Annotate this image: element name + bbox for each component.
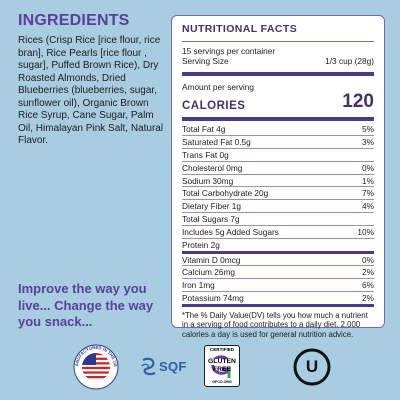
nutrient-label: Dietary Fiber 1g [182,201,242,212]
nutrient-row: Trans Fat 0g [182,149,374,162]
nutrient-dv: 6% [362,280,374,291]
kosher-badge: U [292,347,332,392]
nutrient-label: Includes 5g Added Sugars [182,227,279,238]
nutrient-label: Trans Fat 0g [182,149,229,160]
sqf-swirl-icon [141,357,156,376]
nutrient-dv: 7% [362,188,374,199]
nutrition-facts-panel: NUTRITIONAL FACTS 15 servings per contai… [171,15,385,339]
daily-value-footnote: *The % Daily Value(DV) tells you how muc… [182,310,368,339]
tagline: Improve the way you live... Change the w… [18,281,154,329]
amount-per-serving: Amount per serving [182,82,254,92]
nutrient-label: Cholesterol 0mg [182,162,243,173]
nutrient-label: Total Carbohydrate 20g [182,188,269,199]
calories-value: 120 [342,91,374,112]
serving-size-row: Serving Size 1/3 cup (28g) [182,56,374,66]
nutrient-label: Sodium 30mg [182,175,234,186]
gf-certified-label: CERTIFIED [209,347,235,352]
nutrient-row: Calcium 26mg 2% [182,266,374,280]
usa-flag-icon: MANUFACTURED IN THE USA [71,340,119,390]
nutrient-dv: 5% [362,124,374,134]
nutrient-row: Dietary Fiber 1g 4% [182,200,374,214]
certification-badges: MANUFACTURED IN THE USA SQF CERTIFIED GL… [0,340,400,392]
nutrition-facts-title: NUTRITIONAL FACTS [182,23,298,35]
gluten-free-badge: CERTIFIED GLUTEN FREE GFCO.ORG [204,345,240,387]
gf-g-icon [211,354,232,378]
kosher-u-label: U [305,357,319,376]
gf-org-label: GFCO.ORG [212,379,232,384]
nutrient-row: Cholesterol 0mg 0% [182,162,374,175]
nutrient-row: Saturated Fat 0.5g 3% [182,136,374,149]
serving-size-label: Serving Size [182,56,229,66]
nutrient-row: Protein 2g [182,239,374,254]
ingredients-section: INGREDIENTS Rices (Crisp Rice [rice flou… [18,12,168,148]
nutrient-row: Total Carbohydrate 20g 7% [182,187,374,201]
nutrient-row: Sodium 30mg 1% [182,175,374,188]
made-in-usa-badge: MANUFACTURED IN THE USA [71,340,119,395]
gf-gluten-label: GLUTEN [205,358,239,366]
nutrient-row: Vitamin D 0mcg 0% [182,254,374,267]
sqf-badge: SQF [140,356,187,376]
divider [182,41,374,42]
nutrient-dv: 2% [362,293,374,304]
nutrient-dv: 1% [362,175,374,186]
divider-thick [182,117,374,121]
ingredients-title: INGREDIENTS [18,12,130,29]
nutrient-row: Iron 1mg 6% [182,279,374,293]
nutrient-row: Potassium 74mg 2% [182,292,374,307]
gf-free-label: FREE [212,365,232,373]
divider-thick [182,72,374,76]
nutrient-dv: 4% [362,201,374,212]
calories-row: CALORIES 120 [182,91,374,113]
sqf-label: SQF [159,358,187,374]
nutrient-dv: 0% [362,162,374,173]
nutrient-row: Includes 5g Added Sugars 10% [182,226,374,240]
calories-label: CALORIES [182,100,246,112]
nutrient-dv: 0% [362,254,374,265]
nutrient-label: Vitamin D 0mcg [182,254,241,265]
nutrient-label: Total Fat 4g [182,124,226,134]
nutrient-label: Calcium 26mg [182,267,236,278]
nutrient-label: Saturated Fat 0.5g [182,136,251,147]
servings-per-container: 15 servings per container [182,46,276,56]
nutrient-dv: 2% [362,267,374,278]
nutrient-dv: 10% [357,227,374,238]
nutrient-dv: 3% [362,136,374,147]
nutrient-list: Total Fat 4g 5% Saturated Fat 0.5g 3% Tran… [182,123,374,307]
ingredients-text: Rices (Crisp Rice [rice flour, rice bran… [18,35,164,146]
nutrient-row: Total Fat 4g 5% [182,123,374,136]
serving-size-value: 1/3 cup (28g) [325,56,374,66]
nutrient-label: Iron 1mg [182,280,215,291]
nutrient-row: Total Sugars 7g [182,213,374,227]
nutrient-label: Protein 2g [182,240,220,251]
ou-kosher-icon [293,348,331,386]
nutrient-label: Total Sugars 7g [182,214,240,225]
nutrient-label: Potassium 74mg [182,293,244,304]
